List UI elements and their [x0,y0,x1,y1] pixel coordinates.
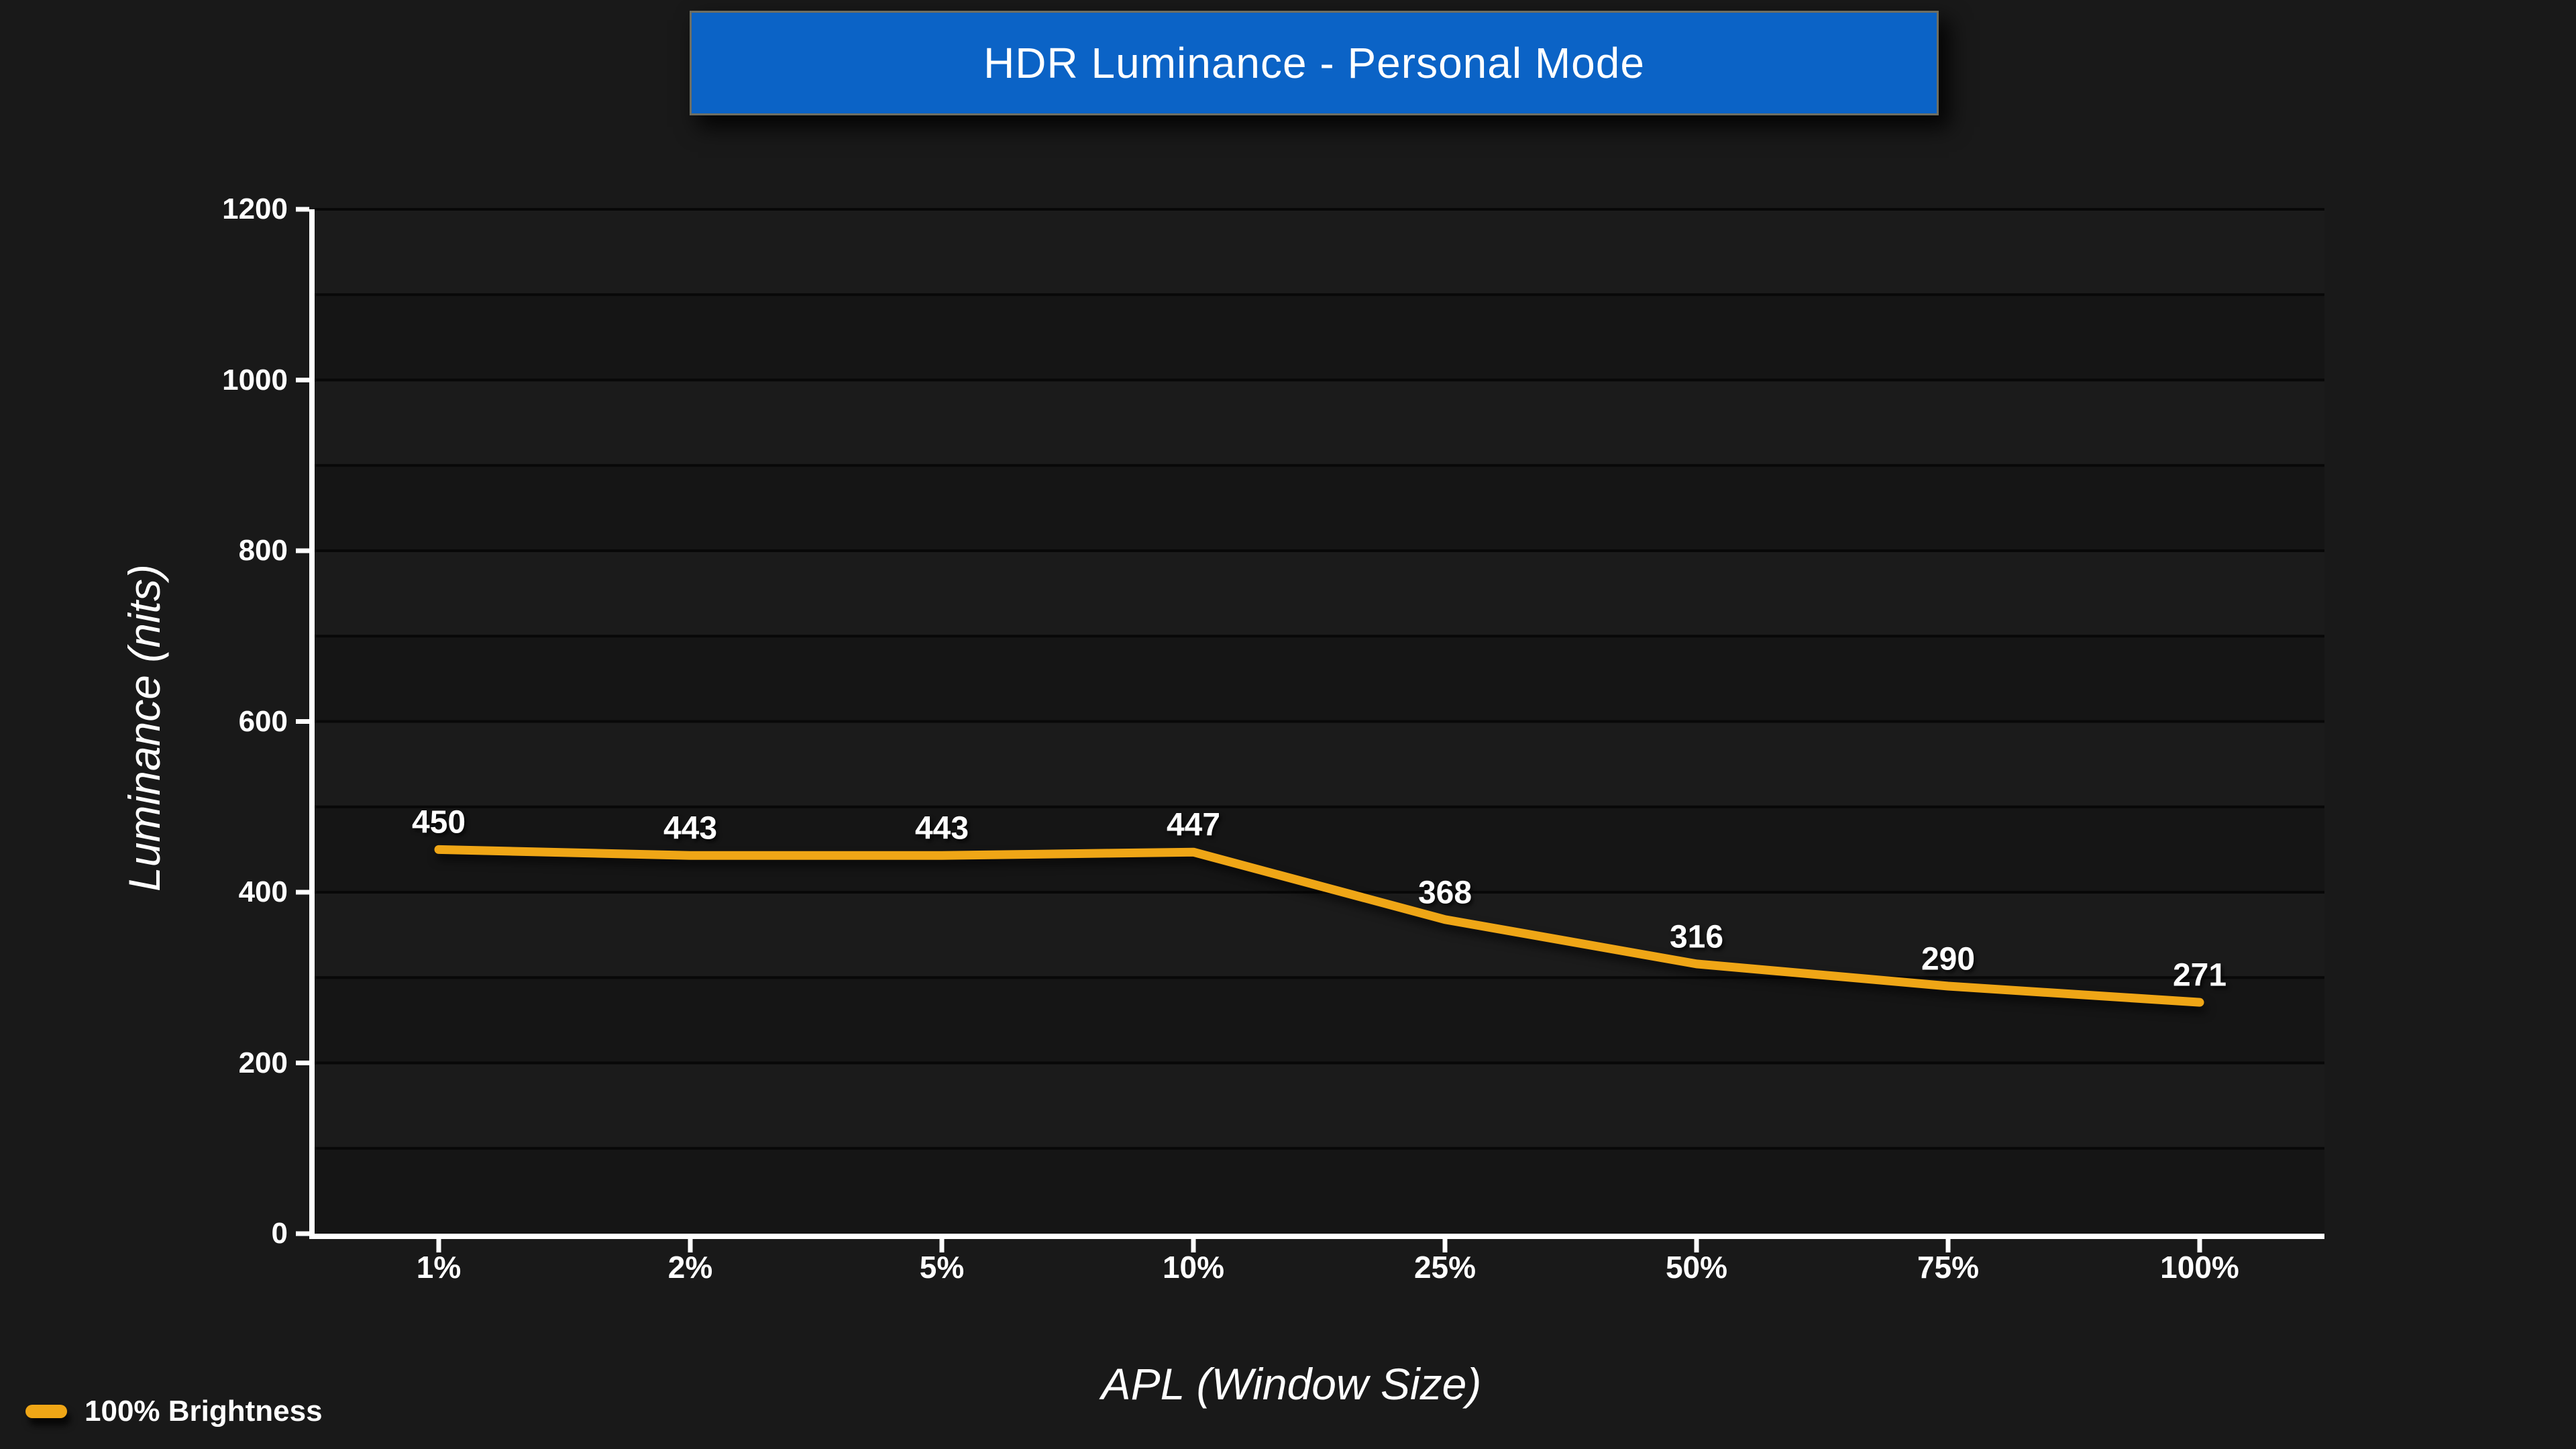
x-tick-label: 75% [1917,1250,1980,1285]
plot-band [315,1148,2324,1234]
data-label: 447 [1166,807,1221,843]
legend: 100% Brightness [25,1395,323,1428]
y-tick-mark [296,1061,309,1065]
y-tick-label: 1000 [222,363,288,396]
data-label: 271 [2172,957,2227,994]
x-tick-label: 1% [416,1250,462,1285]
y-tick-label: 1200 [222,193,288,225]
gridline [315,464,2324,467]
x-tick-mark [1945,1239,1951,1252]
data-label: 450 [411,804,466,841]
plot-band [315,806,2324,892]
data-label: 316 [1669,919,1724,955]
y-tick-mark [296,890,309,895]
y-tick-mark [296,378,309,382]
gridline [315,635,2324,638]
gridline [315,891,2324,894]
x-tick-mark [2197,1239,2202,1252]
y-tick-label: 600 [238,704,288,738]
y-tick-mark [296,207,309,212]
gridline [315,1146,2324,1150]
legend-label: 100% Brightness [85,1395,323,1428]
chart-title-banner: HDR Luminance - Personal Mode [690,11,1939,115]
data-label: 290 [1921,941,1976,977]
gridline [315,293,2324,297]
y-axis-title: Luminance (nits) [119,564,169,892]
gridline [315,720,2324,723]
y-tick-mark [296,1231,309,1236]
plot-band [315,209,2324,295]
chart-title: HDR Luminance - Personal Mode [983,39,1645,87]
y-tick-label: 200 [238,1046,288,1079]
x-tick-label: 25% [1413,1250,1477,1285]
x-tick-mark [688,1239,693,1252]
x-tick-label: 5% [919,1250,965,1285]
y-tick-label: 400 [238,875,288,908]
x-tick-label: 10% [1162,1250,1225,1285]
plot-band [315,1063,2324,1148]
plot-band [315,721,2324,807]
data-line-100-brightness [434,845,2204,1007]
x-tick-mark [1694,1239,1699,1252]
x-tick-label: 100% [2160,1250,2239,1285]
y-tick-label: 800 [238,534,288,567]
plot-band [315,551,2324,637]
plot-band [315,380,2324,466]
x-tick-label: 2% [667,1250,713,1285]
x-tick-mark [1442,1239,1448,1252]
plot-band [315,892,2324,978]
gridline [315,805,2324,808]
legend-line-swatch [25,1405,67,1418]
plot-band [315,294,2324,380]
x-tick-mark [436,1239,441,1252]
gridline [315,1061,2324,1065]
x-axis-line [309,1234,2324,1239]
data-label: 443 [914,810,969,847]
x-tick-mark [939,1239,945,1252]
gridline [315,208,2324,211]
gridline [315,549,2324,552]
x-axis-title: APL (Window Size) [1101,1359,1482,1409]
plot-band [315,465,2324,551]
y-tick-label: 0 [271,1217,288,1250]
x-tick-mark [1191,1239,1196,1252]
y-tick-mark [296,548,309,553]
plot-band [315,636,2324,722]
y-tick-mark [296,719,309,724]
gridline [315,976,2324,979]
y-axis-line [309,209,315,1239]
gridline [315,378,2324,382]
x-tick-label: 50% [1665,1250,1728,1285]
data-label: 443 [663,810,718,847]
data-label: 368 [1417,875,1472,911]
